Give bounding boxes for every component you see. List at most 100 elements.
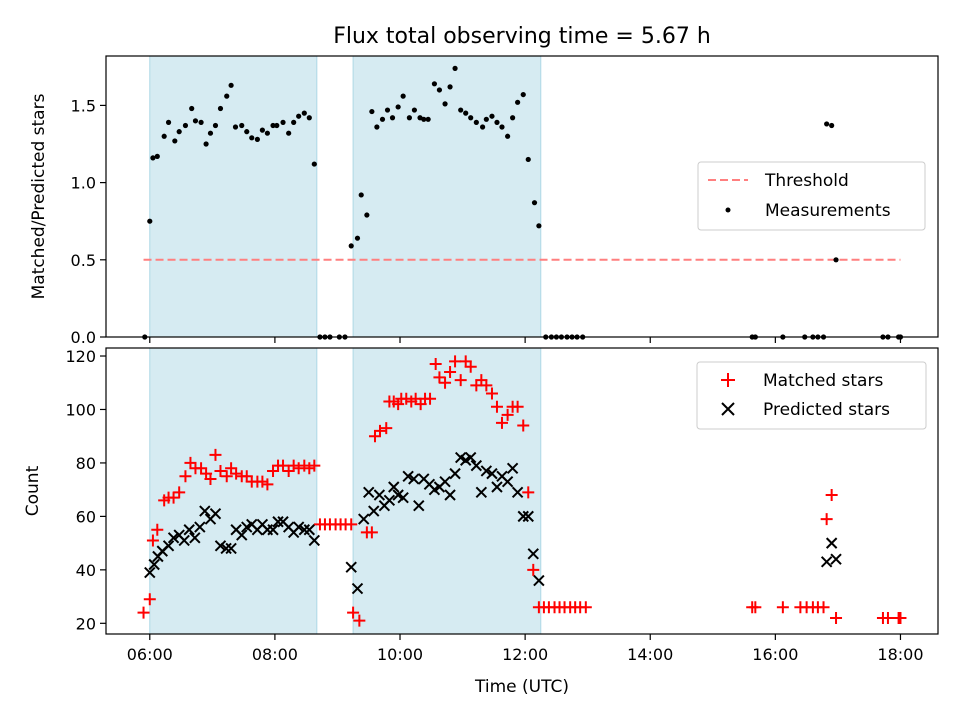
- measurement-point: [172, 138, 178, 144]
- predicted-star-point: [449, 467, 461, 480]
- matched-star-point: [179, 470, 192, 483]
- predicted-star-point: [225, 542, 237, 555]
- predicted-star-point: [144, 566, 156, 579]
- matched-star-point: [527, 563, 540, 576]
- predicted-star-point: [209, 508, 222, 520]
- legend-matched-label: Matched stars: [763, 371, 883, 391]
- measurement-point: [369, 108, 375, 115]
- matched-star-point: [151, 523, 164, 536]
- matched-star-point: [240, 470, 253, 483]
- y-tick-label: 60: [76, 507, 96, 526]
- measurement-point: [232, 124, 239, 130]
- measurement-point: [389, 115, 396, 121]
- matched-star-point: [579, 601, 592, 614]
- predicted-star-point: [183, 524, 195, 536]
- measurement-point: [270, 122, 276, 129]
- predicted-star-point: [199, 505, 211, 517]
- matched-star-point: [485, 387, 498, 400]
- predicted-star-point: [373, 489, 386, 501]
- measurement-point: [425, 116, 431, 122]
- matched-star-point: [267, 464, 280, 477]
- matched-star-point: [380, 422, 393, 435]
- legend-matched-swatch: [721, 373, 735, 387]
- matched-star-point: [345, 518, 358, 531]
- matched-star-point: [220, 470, 233, 483]
- matched-star-point: [480, 379, 493, 392]
- bottom-panel-y-ticks: 20 40 60 80 100 120: [65, 347, 106, 633]
- measurement-point: [505, 133, 511, 139]
- measurement-point: [468, 115, 474, 121]
- matched-star-point: [776, 601, 789, 614]
- matched-star-point: [195, 462, 208, 475]
- matched-star-point: [261, 478, 274, 491]
- bottom-panel-star-points: [137, 355, 907, 627]
- measurement-point: [274, 122, 280, 129]
- measurement-point: [384, 107, 391, 113]
- measurement-point: [483, 116, 489, 122]
- measurement-point: [254, 136, 260, 142]
- measurement-point: [212, 122, 219, 129]
- matched-star-point: [347, 606, 360, 619]
- matched-star-point: [449, 355, 462, 368]
- matched-star-point: [173, 486, 186, 499]
- predicted-star-point: [162, 540, 175, 552]
- measurement-point: [203, 141, 209, 147]
- measurement-point: [458, 107, 464, 113]
- predicted-star-point: [303, 524, 316, 536]
- predicted-star-point: [501, 475, 514, 488]
- matched-star-point: [256, 475, 269, 488]
- predicted-star-point: [358, 513, 370, 525]
- measurement-point: [536, 223, 542, 229]
- measurement-point: [189, 105, 195, 112]
- measurement-point: [442, 101, 448, 107]
- measurement-point: [431, 81, 438, 87]
- bottom-panel: 20 40 60 80 100 120 06:00 08:00 10:00 12:00 14:00…: [23, 347, 939, 697]
- top-panel-frame: [105, 55, 939, 338]
- legend-predicted-swatch: [721, 402, 735, 416]
- measurement-point: [436, 87, 443, 93]
- measurement-point: [400, 93, 406, 99]
- measurement-point: [374, 124, 380, 130]
- measurement-point: [224, 93, 230, 99]
- predicted-star-point: [167, 532, 180, 544]
- measurement-point: [494, 119, 500, 125]
- matched-star-point: [501, 408, 514, 421]
- matched-star-point: [146, 534, 159, 547]
- measurement-point: [176, 129, 182, 135]
- matched-star-point: [298, 459, 311, 472]
- matched-star-point: [433, 371, 446, 384]
- bottom-panel-frame: [105, 347, 939, 635]
- predicted-star-point: [345, 561, 357, 573]
- matched-star-point: [749, 601, 762, 614]
- predicted-star-point: [830, 553, 842, 565]
- predicted-star-point: [292, 521, 305, 533]
- measurement-point: [228, 82, 234, 88]
- predicted-star-point: [408, 473, 420, 485]
- legend-threshold-label: Threshold: [764, 171, 849, 191]
- matched-star-point: [825, 489, 838, 502]
- matched-star-point: [454, 374, 467, 387]
- chart-title: Flux total observing time = 5.67 h: [333, 24, 711, 49]
- y-tick-label: 120: [65, 347, 96, 366]
- matched-star-point: [353, 614, 366, 627]
- measurement-point: [182, 122, 189, 129]
- predicted-star-point: [368, 505, 380, 517]
- matched-star-point: [511, 400, 524, 413]
- matched-star-point: [517, 419, 530, 432]
- predicted-star-point: [522, 510, 534, 523]
- measurement-point: [311, 161, 317, 167]
- bottom-legend-box: [696, 361, 927, 430]
- matched-star-point: [373, 424, 386, 437]
- predicted-star-point: [267, 524, 279, 536]
- observing-window-1: [149, 55, 318, 338]
- measurement-point: [192, 118, 199, 124]
- predicted-star-point: [397, 491, 409, 504]
- predicted-star-point: [820, 556, 833, 568]
- predicted-star-point: [298, 524, 311, 536]
- measurement-point: [306, 115, 312, 121]
- predicted-star-point: [402, 470, 414, 483]
- x-tick-label: 16:00: [752, 645, 798, 664]
- matched-star-point: [475, 374, 488, 387]
- observing-window-2: [352, 55, 542, 338]
- predicted-star-point: [214, 540, 227, 552]
